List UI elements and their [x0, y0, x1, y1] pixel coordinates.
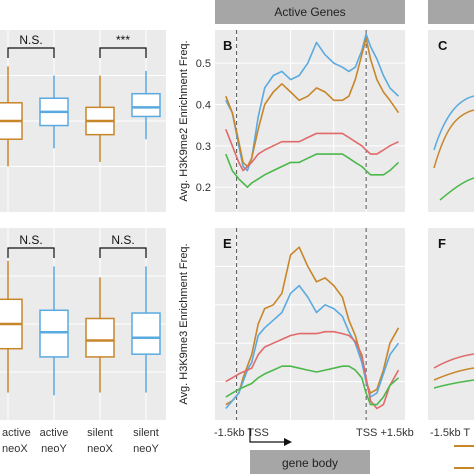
- tss-arrow-head: [284, 438, 292, 446]
- series-line: [225, 129, 399, 172]
- xcat-1-a: active: [2, 427, 31, 439]
- significance-label: ***: [116, 33, 130, 47]
- panel-f-curve-red: [433, 353, 474, 369]
- xcat-4-a: silent: [133, 427, 159, 439]
- series-line: [225, 246, 400, 406]
- panel-letter: E: [223, 236, 232, 251]
- significance-bracket: [7, 47, 55, 58]
- significance-bracket: [7, 247, 55, 258]
- xcat-3-b: neoX: [87, 443, 113, 455]
- x-label-right: TSS +1.5kb: [356, 427, 414, 439]
- strip-right-partial: [428, 0, 474, 24]
- box-panel-top: N.S. ***: [0, 30, 166, 212]
- significance-label: N.S.: [111, 233, 134, 247]
- gene-body-label: gene body: [282, 456, 338, 470]
- significance-label: N.S.: [19, 233, 42, 247]
- line-panel-e: E Avg. H3K9me3 Enrichment Freq.: [178, 228, 405, 420]
- panel-c-partial: [428, 30, 474, 212]
- line-panel-b: B Avg. H3K9me2 Enrichment Freq. 0.2 0.3 0.4 0…: [178, 30, 405, 212]
- series-line: [225, 33, 400, 172]
- box-body: [131, 92, 161, 118]
- panel-c-curve-green: [439, 177, 474, 201]
- series-line: [225, 153, 400, 188]
- box-body: [85, 317, 115, 358]
- significance-bracket: [99, 47, 147, 58]
- xcat-4-b: neoY: [133, 443, 159, 455]
- box-body: [39, 309, 69, 358]
- x-label-far-right: -1.5kb T: [430, 427, 470, 439]
- panel-f-curve-green: [433, 379, 474, 389]
- panel-c-label: C: [438, 38, 448, 53]
- strip-active-genes-title: Active Genes: [274, 5, 345, 19]
- x-label-left: -1.5kb TSS: [214, 427, 269, 439]
- xcat-3-a: silent: [87, 427, 113, 439]
- tss-arrow: [249, 428, 284, 443]
- significance-bracket: [99, 247, 147, 258]
- y-axis-title: Avg. H3K9me2 Enrichment Freq.: [178, 40, 190, 201]
- y-tick-label: 0.2: [196, 182, 211, 194]
- series-line: [225, 330, 400, 410]
- panel-f-label: F: [438, 236, 446, 251]
- line-panel-bg: [215, 228, 405, 420]
- panel-f-curve-orange: [433, 367, 474, 381]
- y-axis-title: Avg. H3K9me3 Enrichment Freq.: [178, 243, 190, 404]
- panel-c-curve-orange: [433, 109, 474, 169]
- line-panel-bg: [215, 30, 405, 212]
- xcat-1-b: neoX: [2, 443, 28, 455]
- panel-c-curve-blue: [433, 95, 474, 151]
- xcat-2-b: neoY: [41, 443, 67, 455]
- strip-active-genes: [215, 0, 405, 24]
- y-tick-label: 0.4: [196, 99, 211, 111]
- y-tick-label: 0.5: [196, 58, 211, 70]
- box-panel-bottom: N.S. N.S.: [0, 228, 166, 420]
- xcat-2-a: active: [40, 427, 69, 439]
- panel-f-partial: [428, 228, 474, 420]
- box-body: [131, 312, 161, 355]
- significance-label: N.S.: [19, 33, 42, 47]
- gene-body-bar: [250, 450, 370, 474]
- series-line: [225, 365, 400, 406]
- y-tick-label: 0.3: [196, 141, 211, 153]
- panel-letter: B: [223, 38, 232, 53]
